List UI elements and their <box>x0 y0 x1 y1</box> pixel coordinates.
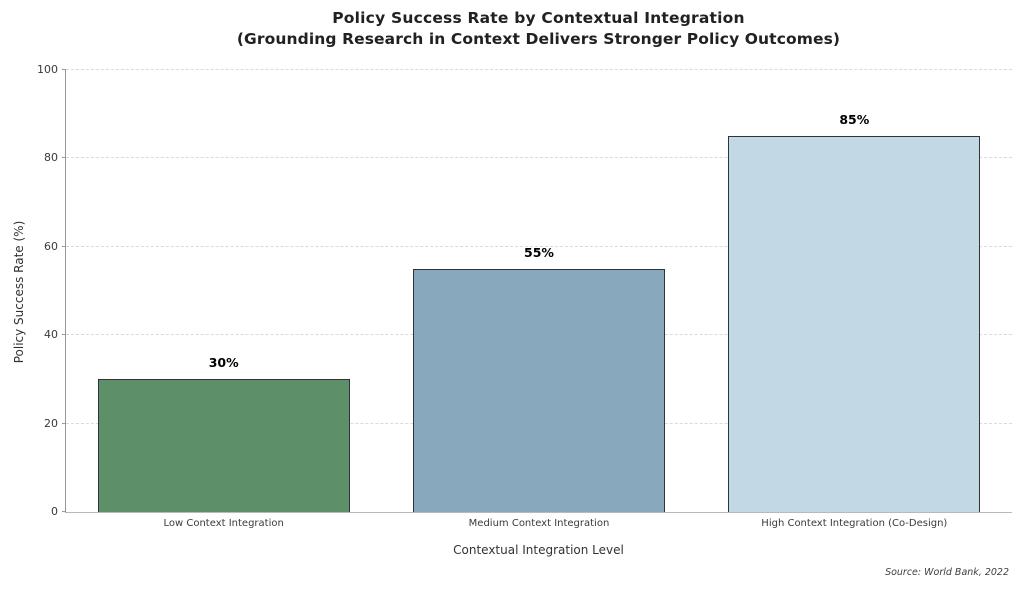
gridline-80 <box>66 157 1012 159</box>
y-tick-mark-20 <box>62 422 66 424</box>
bar-value-label-low-context-integration: 30% <box>208 355 239 371</box>
y-tick-label-100: 100 <box>37 63 58 76</box>
chart-title: Policy Success Rate by Contextual Integr… <box>332 9 745 27</box>
y-tick-mark-100 <box>62 69 66 70</box>
y-tick-mark-60 <box>62 245 66 247</box>
y-tick-label-60: 60 <box>44 239 58 253</box>
bar-value-label-high-context-integration-co-design: 85% <box>839 112 870 128</box>
x-tick-label-high-context-integration-co-design: High Context Integration (Co-Design) <box>761 518 948 529</box>
y-tick-label-40: 40 <box>44 328 58 342</box>
gridline-60 <box>66 245 1012 247</box>
bar-medium-context-integration <box>412 268 666 512</box>
x-axis-label: Contextual Integration Level <box>453 543 624 557</box>
bar-slot-medium-context-integration: 55% Medium Context Integration <box>381 70 696 529</box>
source-note: Source: World Bank, 2022 <box>885 567 1009 578</box>
x-tick-label-low-context-integration: Low Context Integration <box>163 518 284 529</box>
bar-value-label-medium-context-integration: 55% <box>524 244 554 260</box>
gridline-100 <box>66 69 1012 70</box>
bar-low-context-integration <box>97 379 350 512</box>
y-tick-label-80: 80 <box>44 151 58 165</box>
bars-container: 30% Low Context Integration 55% Medium Cont… <box>66 70 1012 529</box>
bar-slot-low-context-integration: 30% Low Context Integration <box>66 70 381 529</box>
chart-subtitle: (Grounding Research in Context Delivers … <box>236 30 841 48</box>
y-tick-mark-40 <box>62 334 66 336</box>
bar-slot-high-context-integration-co-design: 85% High Context Integration (Co-Design) <box>697 70 1012 529</box>
bar-high-context-integration-co-design <box>728 136 981 512</box>
title-block: Policy Success Rate by Contextual Integr… <box>65 7 1012 50</box>
y-tick-mark-0 <box>62 511 66 512</box>
y-tick-label-20: 20 <box>44 416 58 430</box>
x-tick-label-medium-context-integration: Medium Context Integration <box>468 518 610 529</box>
y-tick-label-0: 0 <box>51 505 58 518</box>
y-tick-mark-80 <box>62 157 66 159</box>
plot-area: 0 20 40 60 80 100 30% Low Context Integration 55… <box>37 63 1012 529</box>
